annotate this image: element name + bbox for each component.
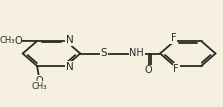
Text: O: O	[145, 65, 152, 75]
Text: F: F	[173, 64, 179, 74]
Text: O: O	[35, 76, 43, 86]
Text: CH₃: CH₃	[31, 82, 47, 91]
Text: S: S	[100, 48, 107, 59]
Text: N: N	[66, 62, 74, 72]
Text: O: O	[14, 36, 22, 46]
Text: F: F	[171, 33, 176, 43]
Text: N: N	[66, 35, 74, 45]
Text: CH₃: CH₃	[0, 36, 15, 45]
Text: NH: NH	[129, 48, 144, 59]
